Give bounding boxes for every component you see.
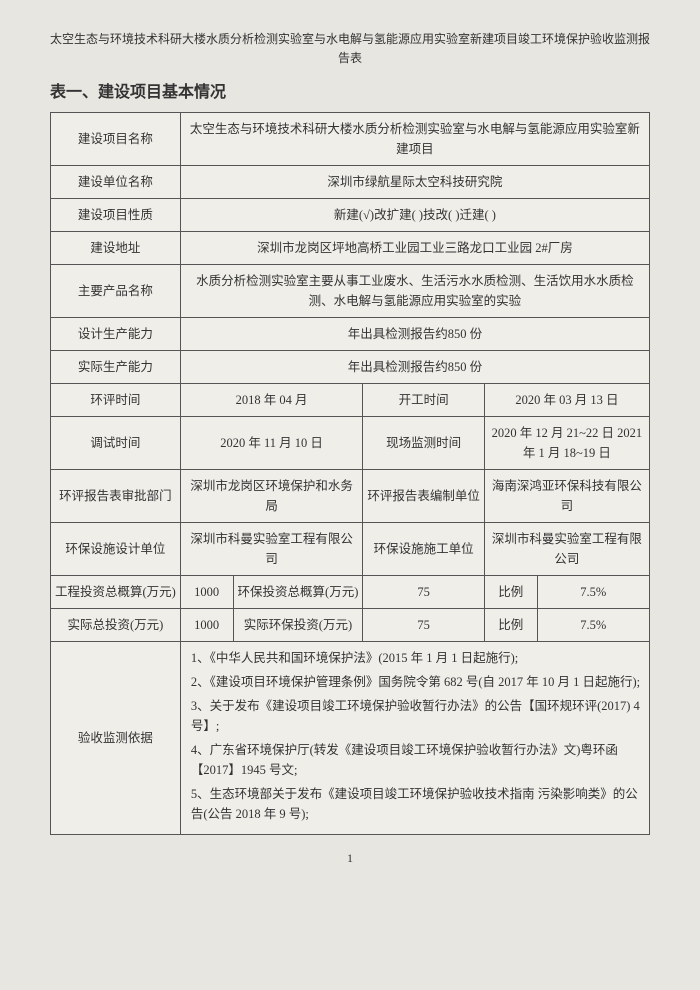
cell-value: 75	[363, 575, 485, 608]
cell-value: 深圳市科曼实验室工程有限公司	[180, 522, 363, 575]
table-row: 实际总投资(万元) 1000 实际环保投资(万元) 75 比例 7.5%	[51, 608, 650, 641]
cell-value: 1000	[180, 575, 233, 608]
table-title: 表一、建设项目基本情况	[50, 80, 650, 106]
cell-value: 年出具检测报告约850 份	[180, 350, 649, 383]
cell-label: 开工时间	[363, 383, 485, 416]
cell-label: 主要产品名称	[51, 264, 181, 317]
cell-label: 建设项目性质	[51, 198, 181, 231]
cell-label: 工程投资总概算(万元)	[51, 575, 181, 608]
table-row: 实际生产能力 年出具检测报告约850 份	[51, 350, 650, 383]
cell-value: 2020 年 03 月 13 日	[484, 383, 649, 416]
cell-value: 7.5%	[537, 575, 649, 608]
cell-value: 2018 年 04 月	[180, 383, 363, 416]
basis-item: 4、广东省环境保护厅(转发《建设项目竣工环境保护验收暂行办法》文)粤环函【201…	[191, 740, 641, 780]
basis-item: 3、关于发布《建设项目竣工环境保护验收暂行办法》的公告【国环规环评(2017) …	[191, 696, 641, 736]
cell-value: 水质分析检测实验室主要从事工业废水、生活污水水质检测、生活饮用水水质检测、水电解…	[180, 264, 649, 317]
table-row: 建设单位名称 深圳市绿航星际太空科技研究院	[51, 165, 650, 198]
document-header: 太空生态与环境技术科研大楼水质分析检测实验室与水电解与氢能源应用实验室新建项目竣…	[50, 30, 650, 68]
cell-label: 现场监测时间	[363, 416, 485, 469]
cell-value: 深圳市龙岗区环境保护和水务局	[180, 469, 363, 522]
basis-item: 1、《中华人民共和国环境保护法》(2015 年 1 月 1 日起施行);	[191, 648, 641, 668]
cell-value: 深圳市龙岗区坪地高桥工业园工业三路龙口工业园 2#厂房	[180, 231, 649, 264]
table-row: 环评报告表审批部门 深圳市龙岗区环境保护和水务局 环评报告表编制单位 海南深鸿亚…	[51, 469, 650, 522]
cell-value: 深圳市科曼实验室工程有限公司	[484, 522, 649, 575]
cell-value: 1000	[180, 608, 233, 641]
table-row: 环评时间 2018 年 04 月 开工时间 2020 年 03 月 13 日	[51, 383, 650, 416]
cell-label: 建设项目名称	[51, 112, 181, 165]
table-row: 环保设施设计单位 深圳市科曼实验室工程有限公司 环保设施施工单位 深圳市科曼实验…	[51, 522, 650, 575]
table-row: 验收监测依据 1、《中华人民共和国环境保护法》(2015 年 1 月 1 日起施…	[51, 641, 650, 834]
cell-label: 环评报告表审批部门	[51, 469, 181, 522]
cell-value: 新建(√)改扩建( )技改( )迁建( )	[180, 198, 649, 231]
table-row: 工程投资总概算(万元) 1000 环保投资总概算(万元) 75 比例 7.5%	[51, 575, 650, 608]
cell-label: 环评报告表编制单位	[363, 469, 485, 522]
cell-label: 建设单位名称	[51, 165, 181, 198]
table-row: 建设项目性质 新建(√)改扩建( )技改( )迁建( )	[51, 198, 650, 231]
table-row: 建设项目名称 太空生态与环境技术科研大楼水质分析检测实验室与水电解与氢能源应用实…	[51, 112, 650, 165]
cell-label: 调试时间	[51, 416, 181, 469]
table-row: 调试时间 2020 年 11 月 10 日 现场监测时间 2020 年 12 月…	[51, 416, 650, 469]
cell-label: 实际总投资(万元)	[51, 608, 181, 641]
basis-list: 1、《中华人民共和国环境保护法》(2015 年 1 月 1 日起施行); 2、《建…	[191, 648, 641, 824]
cell-label: 实际环保投资(万元)	[233, 608, 363, 641]
table-row: 设计生产能力 年出具检测报告约850 份	[51, 317, 650, 350]
cell-label: 设计生产能力	[51, 317, 181, 350]
basis-item: 2、《建设项目环境保护管理条例》国务院令第 682 号(自 2017 年 10 …	[191, 672, 641, 692]
cell-value: 深圳市绿航星际太空科技研究院	[180, 165, 649, 198]
cell-label: 建设地址	[51, 231, 181, 264]
cell-value-basis: 1、《中华人民共和国环境保护法》(2015 年 1 月 1 日起施行); 2、《建…	[180, 641, 649, 834]
cell-label: 环评时间	[51, 383, 181, 416]
cell-value: 7.5%	[537, 608, 649, 641]
cell-value: 2020 年 11 月 10 日	[180, 416, 363, 469]
project-info-table: 建设项目名称 太空生态与环境技术科研大楼水质分析检测实验室与水电解与氢能源应用实…	[50, 112, 650, 835]
cell-value: 太空生态与环境技术科研大楼水质分析检测实验室与水电解与氢能源应用实验室新建项目	[180, 112, 649, 165]
cell-value: 年出具检测报告约850 份	[180, 317, 649, 350]
page-number: 1	[50, 849, 650, 868]
table-row: 建设地址 深圳市龙岗区坪地高桥工业园工业三路龙口工业园 2#厂房	[51, 231, 650, 264]
cell-label: 环保设施设计单位	[51, 522, 181, 575]
cell-label: 验收监测依据	[51, 641, 181, 834]
cell-label: 环保设施施工单位	[363, 522, 485, 575]
cell-value: 75	[363, 608, 485, 641]
cell-label: 比例	[484, 608, 537, 641]
cell-value: 2020 年 12 月 21~22 日 2021 年 1 月 18~19 日	[484, 416, 649, 469]
cell-label: 实际生产能力	[51, 350, 181, 383]
table-row: 主要产品名称 水质分析检测实验室主要从事工业废水、生活污水水质检测、生活饮用水水…	[51, 264, 650, 317]
cell-label: 比例	[484, 575, 537, 608]
cell-value: 海南深鸿亚环保科技有限公司	[484, 469, 649, 522]
basis-item: 5、生态环境部关于发布《建设项目竣工环境保护验收技术指南 污染影响类》的公告(公…	[191, 784, 641, 824]
cell-label: 环保投资总概算(万元)	[233, 575, 363, 608]
